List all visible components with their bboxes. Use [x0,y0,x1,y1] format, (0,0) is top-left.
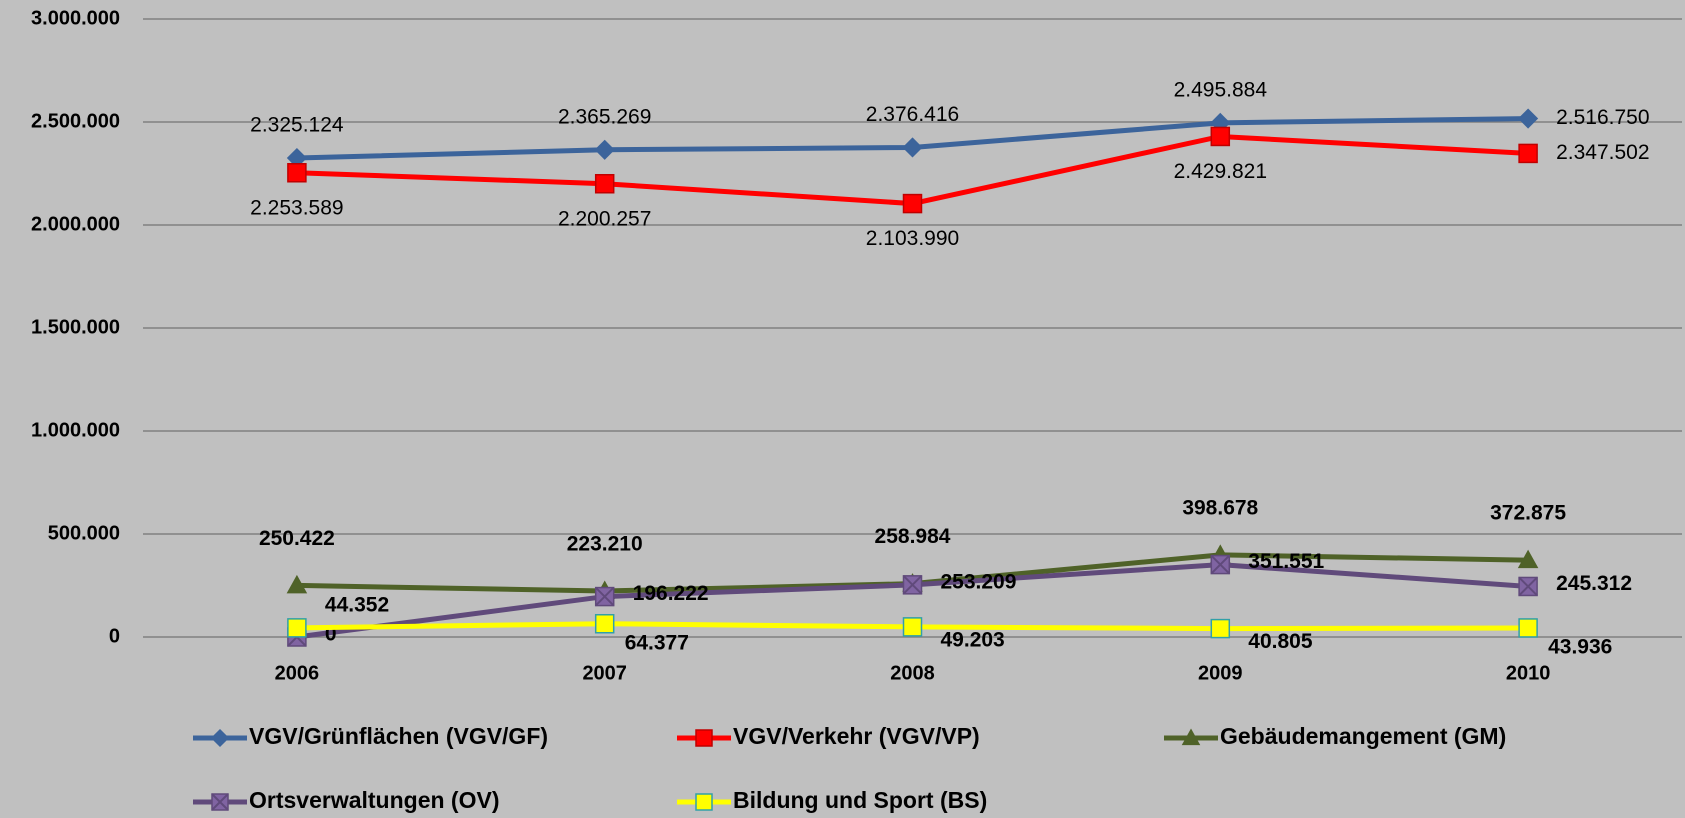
legend-label: Ortsverwaltungen (OV) [249,787,499,813]
marker [902,575,923,595]
data-label: 64.377 [625,631,689,654]
legend-label: Gebäudemangement (GM) [1220,723,1506,749]
y-tick-label: 2.000.000 [31,213,120,235]
data-label: 258.984 [875,525,951,548]
data-label: 44.352 [325,593,389,616]
marker [286,574,308,594]
data-label: 2.325.124 [250,114,344,137]
marker [902,137,923,158]
data-label: 49.203 [941,628,1005,651]
marker [594,613,615,634]
data-label: 2.200.257 [558,207,651,230]
data-label: 250.422 [259,527,335,550]
marker [287,163,307,183]
data-label: 2.516.750 [1556,106,1649,129]
data-label: 2.429.821 [1174,160,1267,183]
data-label: 0 [325,623,337,646]
marker [211,793,229,811]
x-tick-label: 2009 [1198,662,1243,684]
y-tick-label: 0 [109,625,120,647]
legend-label: Bildung und Sport (BS) [733,787,987,813]
data-label: 253.209 [941,570,1017,593]
marker [1518,108,1539,129]
data-label: 372.875 [1490,502,1566,525]
marker [902,193,923,214]
marker [594,173,615,194]
y-tick-label: 1.000.000 [31,419,120,441]
data-label: 2.376.416 [866,103,959,126]
data-label: 2.253.589 [250,196,343,219]
marker-cross [1210,554,1231,575]
data-label: 223.210 [567,533,643,556]
marker [1518,576,1538,597]
marker [594,586,615,607]
y-tick-label: 1.500.000 [31,316,120,338]
marker-cross [902,575,923,595]
marker [1518,143,1538,164]
marker [902,617,923,637]
marker-cross [594,586,615,607]
y-tick-label: 3.000.000 [31,7,120,29]
marker-cross [211,793,229,811]
data-label: 398.678 [1182,496,1258,519]
marker [695,793,713,811]
data-label: 2.103.990 [866,227,959,250]
marker [1210,554,1231,575]
marker [287,618,307,638]
legend-label: VGV/Grünflächen (VGV/GF) [249,723,548,749]
marker [1210,618,1231,639]
x-tick-label: 2010 [1506,662,1551,684]
marker [1210,126,1231,147]
data-label: 2.365.269 [558,105,651,128]
x-tick-label: 2008 [890,662,935,684]
data-label: 196.222 [633,582,709,605]
marker [695,729,713,747]
data-label: 245.312 [1556,572,1632,595]
data-label: 351.551 [1248,550,1324,573]
marker [594,139,615,160]
marker [210,728,230,748]
data-label: 2.347.502 [1556,141,1649,164]
legend-label: VGV/Verkehr (VGV/VP) [733,723,980,749]
data-label: 43.936 [1548,635,1612,658]
marker-cross [1518,576,1538,597]
marker [1181,728,1201,746]
x-tick-label: 2007 [582,662,627,684]
y-tick-label: 500.000 [48,522,120,544]
marker [1517,549,1539,569]
data-label: 40.805 [1248,630,1313,653]
data-label: 2.495.884 [1174,78,1268,101]
x-tick-label: 2006 [275,662,320,684]
y-tick-label: 2.500.000 [31,110,120,132]
marker [1518,618,1538,638]
